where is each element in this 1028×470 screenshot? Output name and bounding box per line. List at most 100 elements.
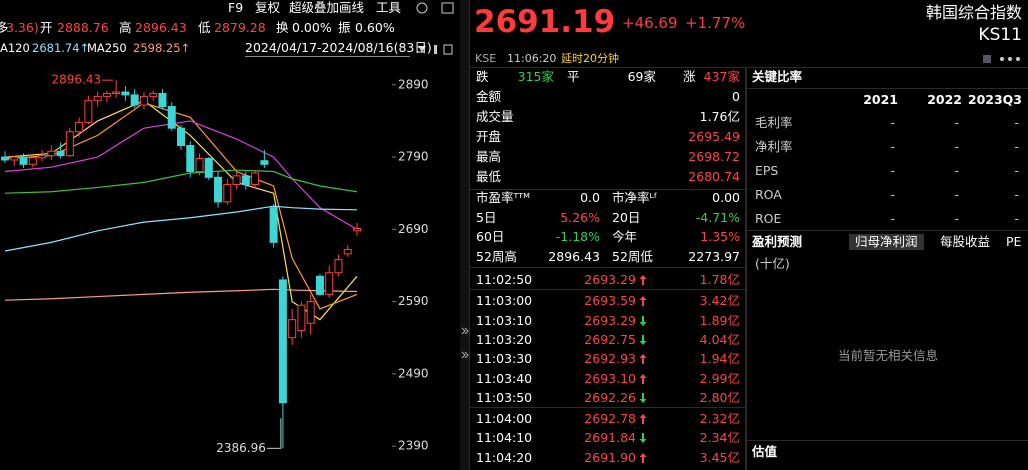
candle-body <box>130 94 139 106</box>
divider <box>470 189 745 190</box>
settings-icons[interactable] <box>416 1 456 15</box>
chart-icons[interactable] <box>416 42 456 56</box>
tick-price: 2692.93 <box>584 351 636 367</box>
tab[interactable]: 每股收益 <box>940 234 991 249</box>
quote-time: 11:06:20 <box>507 52 557 65</box>
ma-legend: A120 <box>0 41 30 55</box>
breadth-value: 315家 <box>517 69 554 84</box>
stat-label: 市净率ᴸᶠ <box>612 190 658 205</box>
candle-body <box>297 304 306 332</box>
tab[interactable]: 归母净利润 <box>849 234 924 250</box>
candle-body <box>75 121 84 133</box>
row-label: ROE <box>755 211 782 226</box>
price-change-pct: +1.77% <box>685 14 746 32</box>
tick-price: 2691.84 <box>584 430 636 446</box>
cell: - <box>890 139 895 154</box>
tick-price: 2693.29 <box>584 312 636 328</box>
tick-volume: 1.94亿 <box>699 351 740 367</box>
cell: - <box>954 187 959 202</box>
stat-value: 2680.74 <box>688 169 740 184</box>
divider <box>470 67 1028 68</box>
candle-body <box>149 92 158 97</box>
arrow-down <box>639 433 647 444</box>
candle-body <box>288 319 297 339</box>
breadth-value: 437家 <box>703 69 740 84</box>
kline-chart: 2390 2490 2590 2690 2790 2890 2896.43 2386.96 <box>1 73 429 455</box>
index-name: 韩国综合指数 <box>925 3 1022 22</box>
arrow-up <box>639 296 647 307</box>
candle-body <box>28 157 37 165</box>
tick-price: 2692.75 <box>584 331 636 347</box>
last-price: 2691.19 <box>474 4 616 40</box>
cell: - <box>1014 163 1019 178</box>
panel-icons[interactable] <box>982 54 1022 64</box>
toolbar-button[interactable]: 超级叠加 <box>289 0 340 15</box>
exchange: KSE <box>475 52 497 65</box>
tick-time: 11:03:20 <box>476 331 533 347</box>
toolbar-button[interactable]: 工具 <box>376 0 402 15</box>
candle-body <box>177 127 185 147</box>
candle-body <box>260 160 269 165</box>
section-title: 盈利预测 <box>752 234 803 249</box>
stat-value: 2698.72 <box>688 149 740 164</box>
tick-time: 11:02:50 <box>476 272 533 287</box>
candle-body <box>278 279 287 404</box>
collapse-icons[interactable] <box>460 320 470 380</box>
divider <box>469 0 470 470</box>
candle-body <box>214 176 223 203</box>
stat-value: 0.00 <box>712 190 740 205</box>
header-item: 2879.28 <box>214 20 266 35</box>
splitter[interactable] <box>460 0 469 470</box>
tick-price: 2693.29 <box>584 272 636 287</box>
tick-volume: 4.04亿 <box>699 331 740 347</box>
candle-body <box>112 91 121 94</box>
stat-value: 2695.49 <box>688 129 740 144</box>
breadth-label: 跌 <box>476 69 489 84</box>
breadth-label: 平 <box>567 69 580 84</box>
arrow-up <box>639 452 647 463</box>
candle-body <box>102 92 111 97</box>
row-label: ROA <box>755 187 782 202</box>
candle-body <box>121 91 130 96</box>
stat-label: 52周低 <box>612 248 653 264</box>
cell: - <box>890 115 895 130</box>
tick-time: 11:03:30 <box>476 351 533 367</box>
tick-time: 11:03:00 <box>476 293 533 309</box>
stat-label: 52周高 <box>476 248 517 264</box>
candle-body <box>139 95 148 106</box>
stat-value: 5.26% <box>560 209 600 225</box>
arrow-down <box>639 315 647 326</box>
cell: - <box>1014 187 1019 202</box>
tick-volume: 2.99亿 <box>699 370 740 386</box>
tick-price: 2691.90 <box>584 449 636 465</box>
date-range: 2024/04/17-2024/08/16(83日) <box>245 40 432 55</box>
stat-label: 开盘 <box>476 129 502 144</box>
toolbar-button[interactable]: 复权 <box>255 0 281 15</box>
y-tick-label: 2690 <box>398 222 429 236</box>
stat-label: 今年 <box>612 229 638 244</box>
candle-body <box>232 175 241 186</box>
stat-value: 1.76亿 <box>699 109 740 124</box>
ma-legend: 2598.25↑ <box>133 41 191 55</box>
candle-body <box>186 145 195 173</box>
tab[interactable]: PE <box>1006 234 1022 249</box>
tick-volume: 3.45亿 <box>699 449 740 465</box>
candle-body <box>93 95 102 102</box>
stat-label: 成交量 <box>476 109 514 124</box>
moving-average <box>4 169 358 194</box>
header-item: 0.00% <box>292 20 332 35</box>
delay-note: 延时20分钟 <box>561 52 619 65</box>
cell: - <box>954 139 959 154</box>
y-tick-label: 2590 <box>398 294 429 308</box>
y-tick-label: 2390 <box>398 439 429 453</box>
column-header: 2021 <box>863 92 898 107</box>
moving-average <box>4 205 358 252</box>
stat-label: 5日 <box>476 209 497 225</box>
tick-time: 11:03:50 <box>476 389 533 405</box>
candle-body <box>353 227 361 232</box>
tick-volume: 1.78亿 <box>699 272 740 287</box>
toolbar-button[interactable]: F9 <box>228 0 244 15</box>
cell: - <box>890 211 895 226</box>
cell: - <box>1014 211 1019 226</box>
toolbar-button[interactable]: 画线 <box>339 0 365 15</box>
